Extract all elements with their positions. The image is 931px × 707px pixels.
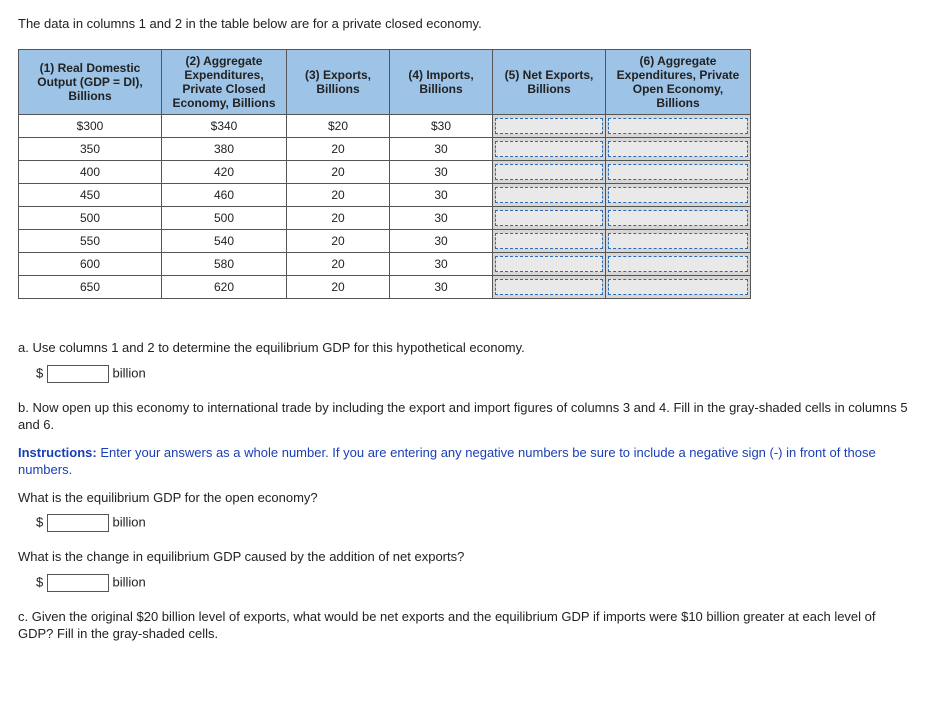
cell-c5-input-wrapper (493, 115, 606, 138)
cell-c4: 30 (390, 253, 493, 276)
cell-c3: 20 (287, 230, 390, 253)
table-row: 5505402030 (19, 230, 751, 253)
net-exports-input[interactable] (495, 256, 603, 272)
open-ae-input[interactable] (608, 233, 748, 249)
dollar-sign: $ (36, 574, 43, 589)
cell-c4: 30 (390, 207, 493, 230)
cell-c3: 20 (287, 253, 390, 276)
cell-c2: 380 (162, 138, 287, 161)
cell-c3: 20 (287, 207, 390, 230)
cell-c1: $300 (19, 115, 162, 138)
cell-c3: 20 (287, 138, 390, 161)
cell-c4: 30 (390, 184, 493, 207)
cell-c6-input-wrapper (606, 161, 751, 184)
net-exports-input[interactable] (495, 210, 603, 226)
dollar-sign: $ (36, 515, 43, 530)
cell-c6-input-wrapper (606, 115, 751, 138)
cell-c5-input-wrapper (493, 276, 606, 299)
open-ae-input[interactable] (608, 141, 748, 157)
header-col2: (2) Aggregate Expenditures, Private Clos… (162, 50, 287, 115)
cell-c4: 30 (390, 161, 493, 184)
cell-c2: 460 (162, 184, 287, 207)
table-row: $300$340$20$30 (19, 115, 751, 138)
cell-c2: 500 (162, 207, 287, 230)
intro-text: The data in columns 1 and 2 in the table… (18, 16, 913, 31)
open-ae-input[interactable] (608, 210, 748, 226)
cell-c6-input-wrapper (606, 276, 751, 299)
cell-c5-input-wrapper (493, 184, 606, 207)
open-ae-input[interactable] (608, 164, 748, 180)
table-row: 3503802030 (19, 138, 751, 161)
unit-billion: billion (112, 574, 145, 589)
instructions-body: Enter your answers as a whole number. If… (18, 445, 876, 478)
net-exports-input[interactable] (495, 233, 603, 249)
cell-c2: 620 (162, 276, 287, 299)
cell-c3: $20 (287, 115, 390, 138)
net-exports-input[interactable] (495, 118, 603, 134)
cell-c2: 420 (162, 161, 287, 184)
cell-c2: 580 (162, 253, 287, 276)
cell-c6-input-wrapper (606, 230, 751, 253)
header-col3: (3) Exports, Billions (287, 50, 390, 115)
cell-c1: 350 (19, 138, 162, 161)
cell-c4: $30 (390, 115, 493, 138)
economy-table: (1) Real Domestic Output (GDP = DI), Bil… (18, 49, 751, 299)
table-row: 4004202030 (19, 161, 751, 184)
cell-c2: 540 (162, 230, 287, 253)
header-col6: (6) Aggregate Expenditures, Private Open… (606, 50, 751, 115)
cell-c5-input-wrapper (493, 230, 606, 253)
net-exports-input[interactable] (495, 279, 603, 295)
cell-c4: 30 (390, 230, 493, 253)
cell-c6-input-wrapper (606, 184, 751, 207)
cell-c1: 650 (19, 276, 162, 299)
header-col4: (4) Imports, Billions (390, 50, 493, 115)
instructions-lead: Instructions: (18, 445, 97, 460)
cell-c5-input-wrapper (493, 161, 606, 184)
net-exports-input[interactable] (495, 187, 603, 203)
net-exports-input[interactable] (495, 141, 603, 157)
table-row: 4504602030 (19, 184, 751, 207)
cell-c3: 20 (287, 184, 390, 207)
cell-c6-input-wrapper (606, 207, 751, 230)
cell-c1: 600 (19, 253, 162, 276)
cell-c4: 30 (390, 138, 493, 161)
cell-c6-input-wrapper (606, 138, 751, 161)
cell-c6-input-wrapper (606, 253, 751, 276)
question-b2: What is the change in equilibrium GDP ca… (18, 548, 913, 566)
answer-b1-input[interactable] (47, 514, 109, 532)
cell-c5-input-wrapper (493, 207, 606, 230)
cell-c2: $340 (162, 115, 287, 138)
open-ae-input[interactable] (608, 187, 748, 203)
header-col1: (1) Real Domestic Output (GDP = DI), Bil… (19, 50, 162, 115)
cell-c3: 20 (287, 276, 390, 299)
question-c: c. Given the original $20 billion level … (18, 608, 913, 643)
table-row: 6005802030 (19, 253, 751, 276)
question-a: a. Use columns 1 and 2 to determine the … (18, 339, 913, 357)
open-ae-input[interactable] (608, 256, 748, 272)
cell-c5-input-wrapper (493, 138, 606, 161)
cell-c3: 20 (287, 161, 390, 184)
answer-b2-input[interactable] (47, 574, 109, 592)
cell-c1: 450 (19, 184, 162, 207)
dollar-sign: $ (36, 365, 43, 380)
open-ae-input[interactable] (608, 118, 748, 134)
cell-c1: 400 (19, 161, 162, 184)
open-ae-input[interactable] (608, 279, 748, 295)
net-exports-input[interactable] (495, 164, 603, 180)
cell-c5-input-wrapper (493, 253, 606, 276)
header-col5: (5) Net Exports, Billions (493, 50, 606, 115)
table-row: 5005002030 (19, 207, 751, 230)
unit-billion: billion (112, 515, 145, 530)
question-b: b. Now open up this economy to internati… (18, 399, 913, 434)
table-row: 6506202030 (19, 276, 751, 299)
cell-c1: 500 (19, 207, 162, 230)
instructions-text: Instructions: Enter your answers as a wh… (18, 444, 913, 479)
unit-billion: billion (112, 365, 145, 380)
answer-a-input[interactable] (47, 365, 109, 383)
cell-c1: 550 (19, 230, 162, 253)
cell-c4: 30 (390, 276, 493, 299)
question-b1: What is the equilibrium GDP for the open… (18, 489, 913, 507)
